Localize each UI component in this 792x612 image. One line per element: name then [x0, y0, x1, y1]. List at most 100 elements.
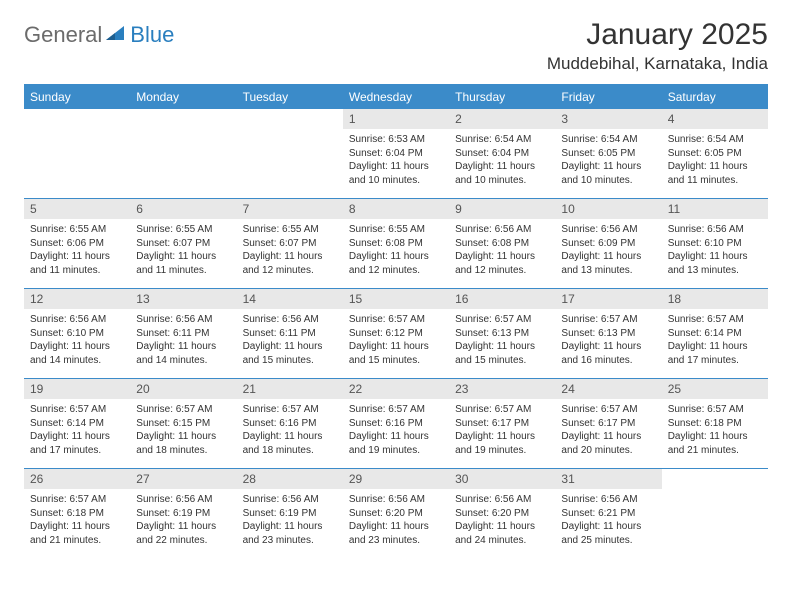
calendar-day-cell: 15Sunrise: 6:57 AMSunset: 6:12 PMDayligh…	[343, 289, 449, 379]
calendar-empty-cell	[130, 109, 236, 199]
day-number: 22	[343, 379, 449, 399]
weekday-header: Sunday	[24, 85, 130, 109]
day-details: Sunrise: 6:55 AMSunset: 6:07 PMDaylight:…	[237, 219, 343, 281]
header: General Blue January 2025 Muddebihal, Ka…	[24, 18, 768, 74]
calendar-day-cell: 1Sunrise: 6:53 AMSunset: 6:04 PMDaylight…	[343, 109, 449, 199]
day-number: 7	[237, 199, 343, 219]
day-number: 2	[449, 109, 555, 129]
calendar-day-cell: 28Sunrise: 6:56 AMSunset: 6:19 PMDayligh…	[237, 469, 343, 559]
day-details: Sunrise: 6:56 AMSunset: 6:10 PMDaylight:…	[662, 219, 768, 281]
day-number: 3	[555, 109, 661, 129]
day-details: Sunrise: 6:57 AMSunset: 6:12 PMDaylight:…	[343, 309, 449, 371]
calendar-day-cell: 2Sunrise: 6:54 AMSunset: 6:04 PMDaylight…	[449, 109, 555, 199]
calendar-day-cell: 26Sunrise: 6:57 AMSunset: 6:18 PMDayligh…	[24, 469, 130, 559]
day-number: 27	[130, 469, 236, 489]
calendar-week-row: 1Sunrise: 6:53 AMSunset: 6:04 PMDaylight…	[24, 109, 768, 199]
day-number: 18	[662, 289, 768, 309]
calendar-table: SundayMondayTuesdayWednesdayThursdayFrid…	[24, 84, 768, 559]
calendar-day-cell: 22Sunrise: 6:57 AMSunset: 6:16 PMDayligh…	[343, 379, 449, 469]
calendar-empty-cell	[237, 109, 343, 199]
calendar-day-cell: 23Sunrise: 6:57 AMSunset: 6:17 PMDayligh…	[449, 379, 555, 469]
day-number: 31	[555, 469, 661, 489]
day-number: 19	[24, 379, 130, 399]
day-number: 14	[237, 289, 343, 309]
day-number: 1	[343, 109, 449, 129]
day-details: Sunrise: 6:55 AMSunset: 6:06 PMDaylight:…	[24, 219, 130, 281]
calendar-day-cell: 16Sunrise: 6:57 AMSunset: 6:13 PMDayligh…	[449, 289, 555, 379]
day-details: Sunrise: 6:53 AMSunset: 6:04 PMDaylight:…	[343, 129, 449, 191]
day-details: Sunrise: 6:55 AMSunset: 6:08 PMDaylight:…	[343, 219, 449, 281]
calendar-day-cell: 29Sunrise: 6:56 AMSunset: 6:20 PMDayligh…	[343, 469, 449, 559]
weekday-header-row: SundayMondayTuesdayWednesdayThursdayFrid…	[24, 85, 768, 109]
day-details: Sunrise: 6:57 AMSunset: 6:15 PMDaylight:…	[130, 399, 236, 461]
day-number: 29	[343, 469, 449, 489]
day-details: Sunrise: 6:57 AMSunset: 6:13 PMDaylight:…	[555, 309, 661, 371]
day-details: Sunrise: 6:57 AMSunset: 6:13 PMDaylight:…	[449, 309, 555, 371]
logo-text-blue: Blue	[130, 22, 174, 48]
day-number: 13	[130, 289, 236, 309]
day-details: Sunrise: 6:56 AMSunset: 6:19 PMDaylight:…	[237, 489, 343, 551]
calendar-day-cell: 25Sunrise: 6:57 AMSunset: 6:18 PMDayligh…	[662, 379, 768, 469]
logo-text-general: General	[24, 22, 102, 48]
day-details: Sunrise: 6:57 AMSunset: 6:17 PMDaylight:…	[555, 399, 661, 461]
calendar-day-cell: 4Sunrise: 6:54 AMSunset: 6:05 PMDaylight…	[662, 109, 768, 199]
title-block: January 2025 Muddebihal, Karnataka, Indi…	[547, 18, 768, 74]
day-details: Sunrise: 6:54 AMSunset: 6:05 PMDaylight:…	[555, 129, 661, 191]
calendar-day-cell: 7Sunrise: 6:55 AMSunset: 6:07 PMDaylight…	[237, 199, 343, 289]
day-number: 6	[130, 199, 236, 219]
day-details: Sunrise: 6:56 AMSunset: 6:21 PMDaylight:…	[555, 489, 661, 551]
calendar-empty-cell	[24, 109, 130, 199]
day-details: Sunrise: 6:54 AMSunset: 6:05 PMDaylight:…	[662, 129, 768, 191]
calendar-day-cell: 21Sunrise: 6:57 AMSunset: 6:16 PMDayligh…	[237, 379, 343, 469]
calendar-day-cell: 19Sunrise: 6:57 AMSunset: 6:14 PMDayligh…	[24, 379, 130, 469]
day-details: Sunrise: 6:56 AMSunset: 6:20 PMDaylight:…	[449, 489, 555, 551]
day-number: 5	[24, 199, 130, 219]
day-number: 8	[343, 199, 449, 219]
day-details: Sunrise: 6:56 AMSunset: 6:11 PMDaylight:…	[130, 309, 236, 371]
day-number: 28	[237, 469, 343, 489]
day-details: Sunrise: 6:57 AMSunset: 6:14 PMDaylight:…	[662, 309, 768, 371]
day-number: 21	[237, 379, 343, 399]
day-details: Sunrise: 6:57 AMSunset: 6:17 PMDaylight:…	[449, 399, 555, 461]
day-number: 16	[449, 289, 555, 309]
calendar-body: 1Sunrise: 6:53 AMSunset: 6:04 PMDaylight…	[24, 109, 768, 559]
day-details: Sunrise: 6:57 AMSunset: 6:16 PMDaylight:…	[237, 399, 343, 461]
weekday-header: Tuesday	[237, 85, 343, 109]
day-number: 23	[449, 379, 555, 399]
day-details: Sunrise: 6:56 AMSunset: 6:19 PMDaylight:…	[130, 489, 236, 551]
calendar-week-row: 19Sunrise: 6:57 AMSunset: 6:14 PMDayligh…	[24, 379, 768, 469]
day-details: Sunrise: 6:57 AMSunset: 6:14 PMDaylight:…	[24, 399, 130, 461]
calendar-day-cell: 12Sunrise: 6:56 AMSunset: 6:10 PMDayligh…	[24, 289, 130, 379]
calendar-day-cell: 20Sunrise: 6:57 AMSunset: 6:15 PMDayligh…	[130, 379, 236, 469]
day-number: 30	[449, 469, 555, 489]
day-number: 9	[449, 199, 555, 219]
logo: General Blue	[24, 22, 174, 48]
calendar-day-cell: 18Sunrise: 6:57 AMSunset: 6:14 PMDayligh…	[662, 289, 768, 379]
calendar-day-cell: 6Sunrise: 6:55 AMSunset: 6:07 PMDaylight…	[130, 199, 236, 289]
calendar-empty-cell	[662, 469, 768, 559]
day-number: 12	[24, 289, 130, 309]
day-number: 10	[555, 199, 661, 219]
weekday-header: Saturday	[662, 85, 768, 109]
weekday-header: Wednesday	[343, 85, 449, 109]
day-details: Sunrise: 6:56 AMSunset: 6:10 PMDaylight:…	[24, 309, 130, 371]
day-details: Sunrise: 6:57 AMSunset: 6:18 PMDaylight:…	[24, 489, 130, 551]
logo-sail-icon	[106, 24, 128, 47]
month-title: January 2025	[547, 18, 768, 52]
calendar-day-cell: 17Sunrise: 6:57 AMSunset: 6:13 PMDayligh…	[555, 289, 661, 379]
day-number: 15	[343, 289, 449, 309]
day-details: Sunrise: 6:56 AMSunset: 6:09 PMDaylight:…	[555, 219, 661, 281]
day-details: Sunrise: 6:56 AMSunset: 6:08 PMDaylight:…	[449, 219, 555, 281]
calendar-day-cell: 31Sunrise: 6:56 AMSunset: 6:21 PMDayligh…	[555, 469, 661, 559]
day-details: Sunrise: 6:55 AMSunset: 6:07 PMDaylight:…	[130, 219, 236, 281]
calendar-day-cell: 30Sunrise: 6:56 AMSunset: 6:20 PMDayligh…	[449, 469, 555, 559]
calendar-day-cell: 24Sunrise: 6:57 AMSunset: 6:17 PMDayligh…	[555, 379, 661, 469]
day-details: Sunrise: 6:57 AMSunset: 6:16 PMDaylight:…	[343, 399, 449, 461]
day-details: Sunrise: 6:56 AMSunset: 6:20 PMDaylight:…	[343, 489, 449, 551]
day-number: 11	[662, 199, 768, 219]
day-number: 25	[662, 379, 768, 399]
weekday-header: Friday	[555, 85, 661, 109]
calendar-day-cell: 13Sunrise: 6:56 AMSunset: 6:11 PMDayligh…	[130, 289, 236, 379]
day-number: 24	[555, 379, 661, 399]
calendar-week-row: 12Sunrise: 6:56 AMSunset: 6:10 PMDayligh…	[24, 289, 768, 379]
